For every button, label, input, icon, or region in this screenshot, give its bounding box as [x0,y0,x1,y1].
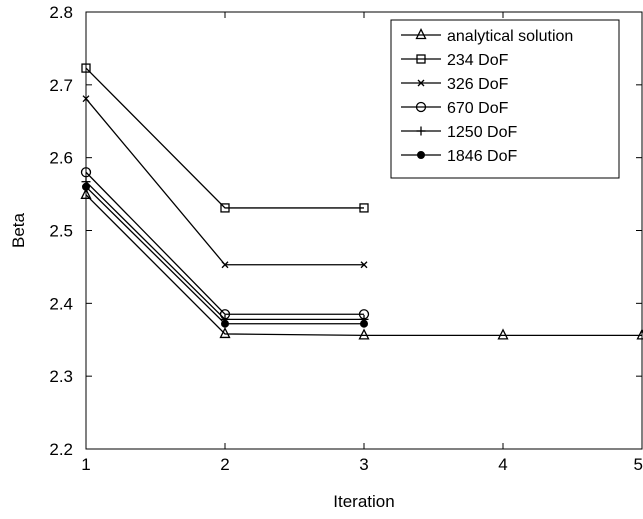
point-234-dof [359,203,369,213]
point-234-dof [81,63,91,73]
legend-label-analytical-solution: analytical solution [447,28,573,45]
point-234-dof [220,203,230,213]
legend-marker-234-dof [416,54,426,64]
x-tick-label: 5 [634,455,643,474]
x-axis-label: Iteration [333,492,394,511]
legend-marker-326-dof-stroke [417,79,425,87]
point-326-dof [360,261,368,269]
y-tick-label: 2.5 [49,222,73,241]
point-326-dof-stroke [82,95,90,103]
x-tick-label: 2 [220,455,229,474]
point-326-dof-stroke [221,261,229,269]
legend-marker-1846-dof [417,151,425,159]
series-line-326-dof [85,98,364,266]
point-analytical-solution [497,328,509,340]
point-analytical-solution [219,326,231,339]
point-analytical-solution [80,187,92,199]
x-tick-label: 1 [81,455,90,474]
y-tick-label: 2.8 [49,3,73,22]
y-tick-label: 2.4 [49,294,73,313]
y-tick-label: 2.2 [49,440,73,459]
y-tick-label: 2.7 [49,76,73,95]
point-1846-dof [360,319,368,328]
legend-marker-1250-dof [416,126,426,136]
x-tick-label: 3 [359,455,368,474]
point-1846-dof [82,182,90,191]
legend-label-1250-dof: 1250 DoF [447,124,517,141]
legend-marker-326-dof [417,79,425,87]
x-tick-label: 4 [498,455,507,474]
point-analytical-solution [358,328,370,340]
point-326-dof-stroke [360,261,368,269]
legend-label-1846-dof: 1846 DoF [447,148,517,165]
series-line-234-dof [85,67,364,209]
legend-marker-analytical-solution [415,28,427,40]
legend-marker-670-dof [415,101,427,113]
legend-box [390,19,620,179]
legend-label-326-dof: 326 DoF [447,76,509,93]
legend-label-234-dof: 234 DoF [447,52,509,69]
point-326-dof [221,261,229,269]
legend-label-670-dof: 670 DoF [447,100,509,117]
series-line-1250-dof [85,181,364,321]
y-tick-label: 2.6 [49,149,73,168]
y-tick-label: 2.3 [49,367,73,386]
point-1846-dof [221,319,229,328]
y-axis-label: Beta [9,212,28,248]
point-326-dof [82,95,90,103]
point-670-dof [80,167,92,178]
series-line-analytical-solution [85,194,642,337]
series-line-670-dof [85,171,364,315]
point-analytical-solution [636,328,643,340]
